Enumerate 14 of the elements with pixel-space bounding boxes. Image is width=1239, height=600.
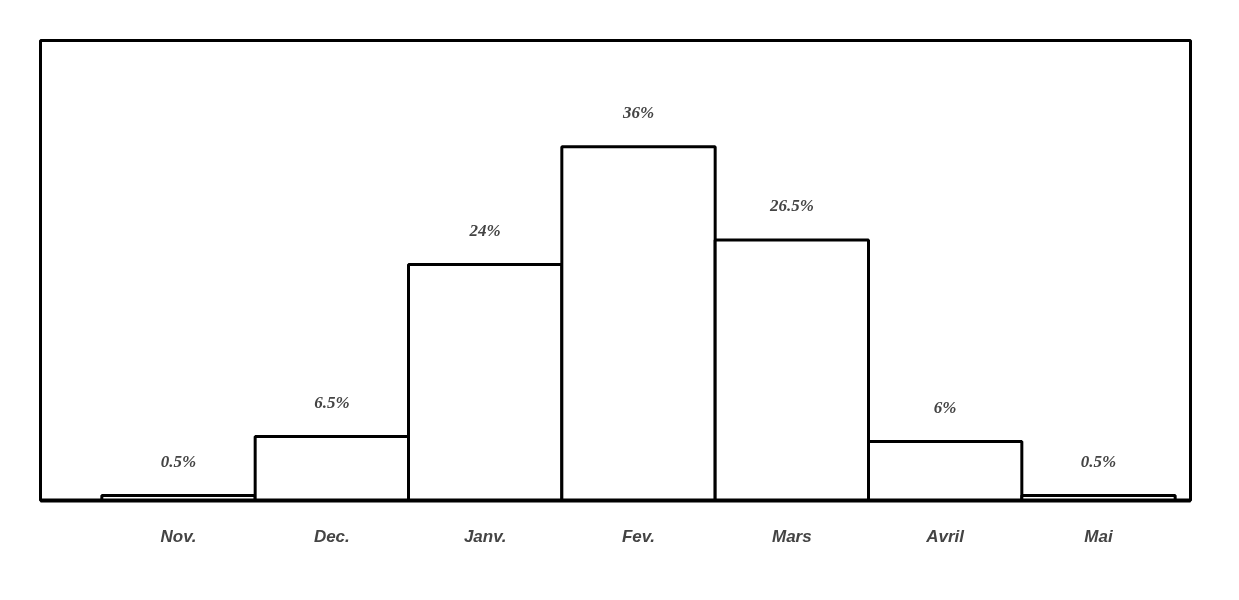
data-label: 6% — [933, 397, 957, 417]
x-tick-label: Mai — [1084, 526, 1114, 546]
x-tick-label: Mars — [771, 526, 812, 546]
x-tick-label: Fev. — [621, 526, 656, 546]
x-tick-label: Dec. — [313, 526, 350, 546]
data-label: 36% — [621, 102, 655, 122]
data-label: 0.5% — [1080, 451, 1117, 471]
data-label: 24% — [468, 220, 501, 240]
data-label: 0.5% — [160, 451, 197, 471]
x-tick-label: Avril — [925, 526, 966, 546]
x-tick-label: Janv. — [463, 526, 507, 546]
data-label: 6.5% — [314, 392, 350, 412]
x-tick-label: Nov. — [160, 526, 197, 546]
data-label: 26.5% — [768, 196, 814, 216]
